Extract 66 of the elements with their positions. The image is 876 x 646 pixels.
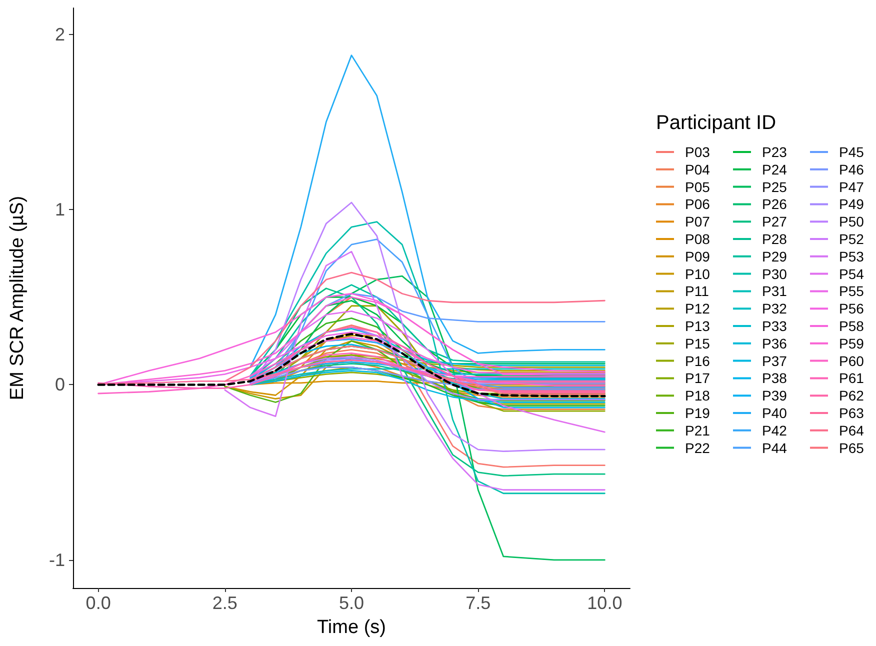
legend-label: P44: [762, 440, 788, 456]
legend-label: P06: [685, 196, 710, 212]
legend-label: P65: [839, 440, 864, 456]
y-tick-label: 2: [54, 24, 65, 44]
legend-label: P19: [685, 405, 710, 421]
legend-label: P36: [762, 335, 788, 352]
legend-label: P31: [762, 283, 788, 300]
x-axis-title: Time (s): [317, 617, 386, 638]
legend-label: P15: [685, 335, 710, 352]
legend-label: P42: [762, 422, 788, 438]
legend-label: P32: [762, 300, 788, 317]
legend-label: P60: [839, 352, 864, 369]
legend-label: P37: [762, 352, 788, 369]
legend-label: P62: [839, 388, 864, 404]
y-axis-title: EM SCR Amplitude (µS): [7, 196, 28, 400]
legend-label: P64: [839, 422, 864, 438]
legend-label: P59: [839, 335, 864, 352]
y-tick-label: 0: [54, 374, 65, 395]
legend-label: P25: [762, 178, 788, 195]
legend-label: P27: [762, 214, 788, 230]
legend-label: P58: [839, 318, 864, 334]
legend-label: P21: [685, 422, 710, 438]
legend-title: Participant ID: [656, 112, 776, 134]
legend-label: P29: [762, 248, 788, 264]
x-tick-label: 2.5: [212, 593, 238, 613]
legend-label: P24: [762, 161, 788, 178]
legend-label: P05: [685, 178, 710, 195]
legend-label: P45: [839, 144, 864, 160]
legend-label: P03: [685, 144, 710, 160]
legend-label: P13: [685, 318, 710, 334]
legend-label: P50: [839, 214, 864, 230]
legend-label: P04: [685, 161, 710, 178]
legend-label: P63: [839, 405, 864, 421]
legend-label: P49: [839, 196, 864, 212]
legend-label: P08: [685, 231, 710, 247]
legend-label: P40: [762, 405, 788, 421]
legend-label: P23: [762, 144, 788, 160]
legend-label: P39: [762, 388, 788, 404]
legend-label: P56: [839, 300, 864, 317]
legend-label: P28: [762, 231, 788, 247]
x-tick-label: 0.0: [86, 593, 111, 613]
x-tick-label: 5.0: [338, 593, 364, 613]
legend-label: P16: [685, 352, 710, 369]
legend-label: P33: [762, 318, 788, 334]
legend-label: P10: [685, 266, 710, 282]
legend-label: P46: [839, 161, 864, 178]
x-tick-label: 7.5: [466, 593, 491, 613]
x-tick-label: 10.0: [587, 593, 622, 613]
legend-label: P52: [839, 231, 864, 247]
legend-label: P47: [839, 178, 864, 195]
y-tick-label: -1: [48, 550, 65, 570]
legend-label: P38: [762, 370, 788, 386]
legend-label: P54: [839, 266, 864, 282]
legend-label: P30: [762, 266, 788, 282]
legend-label: P09: [685, 248, 710, 264]
legend-label: P17: [685, 370, 710, 386]
legend-label: P07: [685, 214, 710, 230]
legend-label: P12: [685, 300, 710, 317]
legend-label: P26: [762, 196, 788, 212]
legend-label: P22: [685, 440, 710, 456]
legend-label: P11: [685, 283, 710, 300]
legend-label: P18: [685, 388, 710, 404]
legend-label: P53: [839, 248, 864, 264]
y-tick-label: 1: [54, 200, 65, 220]
legend-label: P61: [839, 370, 864, 386]
legend-label: P55: [839, 283, 864, 300]
